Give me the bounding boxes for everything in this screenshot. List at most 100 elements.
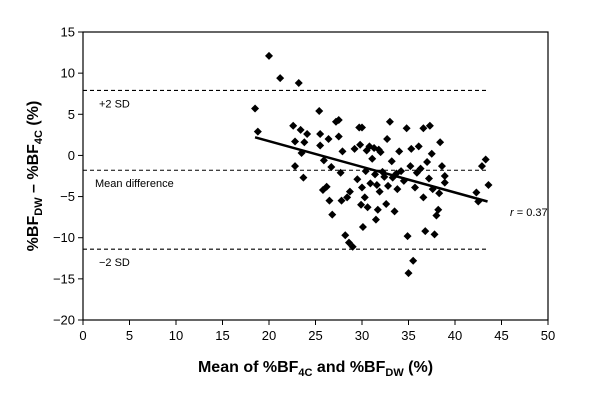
y-tick-label: 10 xyxy=(61,66,75,81)
data-point xyxy=(371,215,380,224)
plot-frame xyxy=(82,31,549,321)
regression-line xyxy=(254,136,488,203)
data-point xyxy=(325,196,334,205)
x-tick-label: 40 xyxy=(448,328,462,343)
data-point xyxy=(253,127,262,136)
data-point xyxy=(481,155,490,164)
data-point xyxy=(357,200,366,209)
data-point xyxy=(324,134,333,143)
x-tick-label: 15 xyxy=(215,328,229,343)
x-axis-title: Mean of %BF4C and %BFDW (%) xyxy=(198,359,433,379)
y-tick-label: 0 xyxy=(68,148,75,163)
data-point xyxy=(289,121,298,130)
data-point xyxy=(291,137,300,146)
x-tick-label: 50 xyxy=(541,328,555,343)
x-tick-label: 10 xyxy=(169,328,183,343)
data-point xyxy=(397,167,406,176)
data-point xyxy=(345,187,354,196)
data-point xyxy=(358,223,367,232)
data-point xyxy=(327,162,336,171)
data-point xyxy=(350,144,359,153)
data-point xyxy=(419,124,428,133)
data-point xyxy=(334,116,343,125)
data-point xyxy=(404,269,413,278)
data-point xyxy=(384,181,393,190)
data-point xyxy=(406,162,415,171)
plot-area xyxy=(82,31,549,321)
x-tick-label: 25 xyxy=(308,328,322,343)
data-point xyxy=(472,188,481,197)
data-point xyxy=(423,158,432,167)
data-point xyxy=(336,168,345,177)
regression-line-group: r = 0.37 xyxy=(254,136,548,219)
data-point xyxy=(430,230,439,239)
data-point xyxy=(358,183,366,192)
data-point xyxy=(319,156,328,165)
data-point xyxy=(316,141,325,150)
data-point xyxy=(424,174,433,183)
data-point xyxy=(484,181,493,190)
data-point xyxy=(425,121,434,130)
data-point xyxy=(376,148,385,157)
data-point xyxy=(303,130,312,139)
x-tick-label: 0 xyxy=(79,328,86,343)
data-point xyxy=(360,193,369,202)
data-point xyxy=(366,179,375,188)
data-point xyxy=(371,170,380,179)
data-point xyxy=(437,162,446,171)
data-point xyxy=(265,51,273,60)
data-point xyxy=(328,210,337,219)
data-point xyxy=(427,149,436,158)
data-point xyxy=(435,189,444,198)
data-point xyxy=(402,124,411,133)
data-point xyxy=(372,181,381,190)
data-point xyxy=(411,183,420,192)
data-point xyxy=(419,193,428,202)
data-point xyxy=(414,142,423,151)
data-point xyxy=(416,164,425,173)
data-point xyxy=(363,203,372,212)
data-point xyxy=(358,123,366,132)
data-point xyxy=(403,232,412,241)
data-point xyxy=(368,154,377,163)
data-point xyxy=(477,162,486,171)
data-point xyxy=(353,175,362,184)
data-point xyxy=(434,205,443,214)
data-point xyxy=(407,144,416,153)
data-points xyxy=(251,51,493,278)
data-point xyxy=(343,193,352,202)
data-point xyxy=(440,172,449,180)
data-point xyxy=(383,134,392,143)
data-point xyxy=(334,132,343,141)
y-tick-label: −5 xyxy=(60,189,75,204)
x-tick-label: 30 xyxy=(355,328,369,343)
x-tick-label: 20 xyxy=(262,328,276,343)
y-tick-label: −20 xyxy=(53,313,75,328)
data-point xyxy=(356,140,365,149)
data-point xyxy=(348,242,357,251)
reference-line-label: −2 SD xyxy=(99,257,130,269)
x-tick-label: 35 xyxy=(401,328,415,343)
data-point xyxy=(300,138,309,147)
data-point xyxy=(390,207,399,216)
y-tick-label: 15 xyxy=(61,25,75,40)
data-point xyxy=(341,231,350,240)
x-tick-label: 45 xyxy=(494,328,508,343)
data-point xyxy=(291,162,300,171)
data-point xyxy=(338,147,347,156)
data-point xyxy=(294,79,303,88)
data-point xyxy=(440,178,449,187)
x-tick-label: 5 xyxy=(126,328,133,343)
y-tick-label: −10 xyxy=(53,230,75,245)
data-point xyxy=(421,227,430,236)
y-axis-title: %BFDW – %BF4C (%) xyxy=(25,101,45,252)
data-point xyxy=(251,104,260,113)
data-point xyxy=(375,187,384,196)
y-tick-label: 5 xyxy=(68,107,75,122)
data-point xyxy=(322,182,331,191)
y-tick-label: −15 xyxy=(53,271,75,286)
data-point xyxy=(315,106,324,115)
data-point xyxy=(395,147,404,156)
